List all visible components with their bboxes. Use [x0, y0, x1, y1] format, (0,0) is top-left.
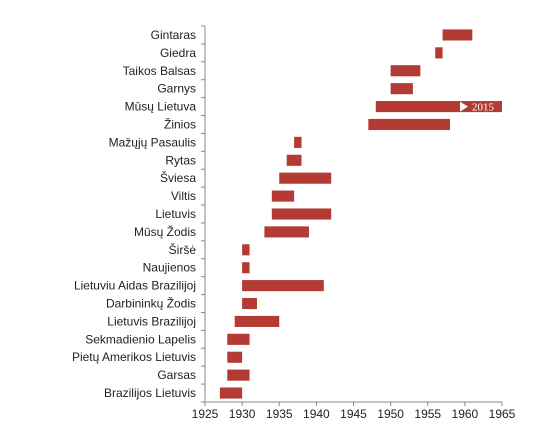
bar	[375, 101, 502, 113]
axis-layer	[201, 25, 503, 406]
bar	[294, 136, 302, 148]
x-tick-label: 1930	[229, 407, 256, 421]
bar	[390, 65, 421, 77]
bar	[368, 118, 451, 131]
category-label: Šviesa	[160, 170, 196, 185]
category-label: Viltis	[171, 189, 196, 203]
x-tick-label: 1965	[489, 407, 516, 421]
category-label: Garsas	[157, 368, 196, 382]
bar	[279, 172, 332, 184]
category-label: Mūsų Žodis	[134, 224, 196, 239]
category-label: Žinios	[164, 116, 196, 131]
category-label: Pietų Amerikos Lietuvis	[72, 350, 196, 364]
bar-annotation: 2015	[472, 102, 495, 114]
x-tick-label: 1940	[303, 407, 330, 421]
category-label: Mažųjų Pasaulis	[109, 135, 196, 149]
category-label: Lietuvis	[155, 207, 196, 221]
bar	[227, 333, 250, 345]
bar	[234, 315, 280, 327]
category-label: Naujienos	[143, 261, 196, 275]
bar	[242, 244, 250, 256]
bar	[242, 297, 257, 310]
category-label: Lietuvis Brazilijoj	[107, 314, 196, 328]
x-tick-label: 1925	[192, 407, 219, 421]
category-label: Mūsų Lietuva	[125, 100, 197, 114]
bar	[227, 351, 243, 363]
x-tick-label: 1945	[340, 407, 367, 421]
bar	[442, 29, 473, 41]
category-label: Darbininkų Žodis	[106, 296, 196, 311]
bar	[242, 280, 324, 292]
bar	[435, 47, 443, 59]
bars-layer: 2015	[219, 29, 502, 399]
bar	[286, 154, 302, 166]
x-tick-label: 1950	[377, 407, 404, 421]
bar	[242, 262, 250, 274]
bar	[271, 190, 295, 202]
bar	[390, 83, 413, 95]
x-tick-label: 1955	[414, 407, 441, 421]
category-label: Giedra	[160, 46, 196, 60]
category-label: Rytas	[165, 153, 196, 167]
x-tick-label: 1960	[452, 407, 479, 421]
category-label: Garnys	[157, 82, 196, 96]
category-label: Taikos Balsas	[123, 64, 196, 78]
category-label: Sekmadienio Lapelis	[85, 332, 196, 346]
category-label: Lietuviu Aidas Brazilijoj	[74, 279, 196, 293]
category-label: Širšė	[169, 242, 197, 257]
bar	[219, 387, 243, 399]
category-label: Brazilijos Lietuvis	[104, 386, 196, 400]
category-labels: Gintaras Giedra Taikos Balsas Garnys Mūsų Li…	[72, 28, 196, 400]
bar	[227, 369, 250, 381]
continuation-arrow-icon	[460, 101, 468, 112]
bar	[271, 208, 332, 220]
x-tick-label: 1935	[266, 407, 293, 421]
bar	[264, 226, 309, 238]
x-tick-labels: 1925 1930 1935 1940 1945 1950 1955 1960 1965	[192, 407, 516, 421]
category-label: Gintaras	[151, 28, 196, 42]
